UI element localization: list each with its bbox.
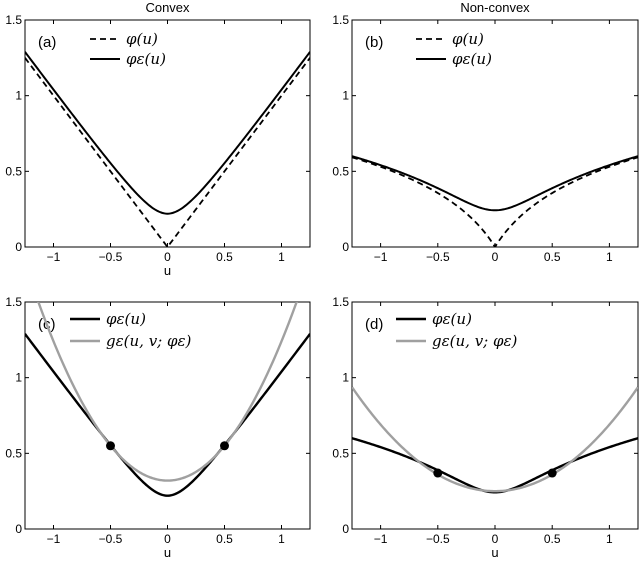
series-line-phi-eps (25, 51, 310, 215)
x-tick-label: 0 (164, 532, 171, 546)
legend-label: φε(u) (432, 310, 472, 328)
legend-label: gε(u, v; φε) (106, 332, 192, 350)
x-axis-label: u (164, 545, 171, 560)
series-line-surrogate (37, 302, 298, 482)
y-tick-label: 1.5 (332, 13, 349, 27)
x-tick-label: 0.5 (216, 250, 233, 264)
x-tick-label: 0 (492, 250, 499, 264)
panel-d: −1 −0.5 0 0.5 1 0 0.5 1 1.5 u (d) φε(u) gε(u, v; φε) (332, 295, 639, 560)
series-line-phi-eps (25, 333, 310, 497)
legend-label: φ(u) (126, 30, 158, 48)
panel-tag: (d) (365, 316, 383, 333)
y-tick-label: 0 (342, 522, 349, 536)
x-tick-label: −1 (47, 250, 61, 264)
tangent-point (547, 468, 557, 478)
x-tick-label: 0.5 (216, 532, 233, 546)
panel-title: Convex (145, 0, 190, 15)
y-tick-label: 0 (15, 240, 22, 254)
legend-label: φε(u) (126, 50, 166, 68)
x-tick-label: −1 (47, 532, 61, 546)
x-tick-label: −0.5 (426, 250, 450, 264)
y-tick-label: 0.5 (332, 164, 349, 178)
x-tick-label: −0.5 (99, 250, 123, 264)
x-tick-label: −1 (374, 532, 388, 546)
tangent-point (433, 468, 443, 478)
x-tick-label: 1 (606, 250, 613, 264)
y-tick-label: 1 (15, 371, 22, 385)
y-tick-label: 1 (342, 371, 349, 385)
series-line-phi-eps (352, 155, 638, 212)
y-tick-label: 1 (15, 89, 22, 103)
x-tick-label: 0.5 (544, 250, 561, 264)
panel-b: −1 −0.5 0 0.5 1 0 0.5 1 1.5 Non-convex (b) φ(u) φε(u… (332, 0, 639, 264)
x-axis-label: u (164, 263, 171, 278)
y-tick-label: 1.5 (332, 295, 349, 309)
panel-tag: (b) (365, 34, 383, 51)
x-tick-label: 1 (606, 532, 613, 546)
legend-label: φ(u) (452, 30, 484, 48)
series-line-phi-eps (352, 437, 638, 494)
tangent-point (106, 441, 115, 451)
x-tick-label: 0 (164, 250, 171, 264)
legend-label: gε(u, v; φε) (432, 332, 518, 350)
y-tick-label: 0.5 (5, 446, 22, 460)
y-tick-label: 0.5 (5, 164, 22, 178)
x-tick-label: −0.5 (426, 532, 450, 546)
y-tick-label: 0 (15, 522, 22, 536)
y-tick-label: 1.5 (5, 13, 22, 27)
panel-a: −1 −0.5 0 0.5 1 0 0.5 1 1.5 Convex u (a) φ(u) φε(u) (5, 0, 311, 278)
y-tick-label: 0 (342, 240, 349, 254)
legend-label: φε(u) (452, 50, 492, 68)
y-tick-label: 1.5 (5, 295, 22, 309)
axes-frame (351, 19, 639, 248)
legend-label: φε(u) (106, 310, 146, 328)
panel-c: −1 −0.5 0 0.5 100.511.5u(c) φε(u)gε(u, v; φε) (5, 295, 311, 560)
x-tick-label: 1 (278, 532, 285, 546)
y-tick-label: 0.5 (332, 446, 349, 460)
y-tick-label: 1 (342, 89, 349, 103)
tangent-point (220, 441, 229, 451)
x-axis-label: u (491, 545, 498, 560)
x-tick-label: 1 (278, 250, 285, 264)
x-tick-label: 0 (492, 532, 499, 546)
x-tick-label: 0.5 (544, 532, 561, 546)
x-tick-label: −1 (374, 250, 388, 264)
series-line-phi (352, 156, 638, 247)
series-line-surrogate (352, 386, 638, 493)
panel-title: Non-convex (460, 0, 530, 15)
series-line-phi (25, 57, 310, 247)
panel-tag: (a) (38, 34, 56, 51)
x-tick-label: −0.5 (99, 532, 123, 546)
